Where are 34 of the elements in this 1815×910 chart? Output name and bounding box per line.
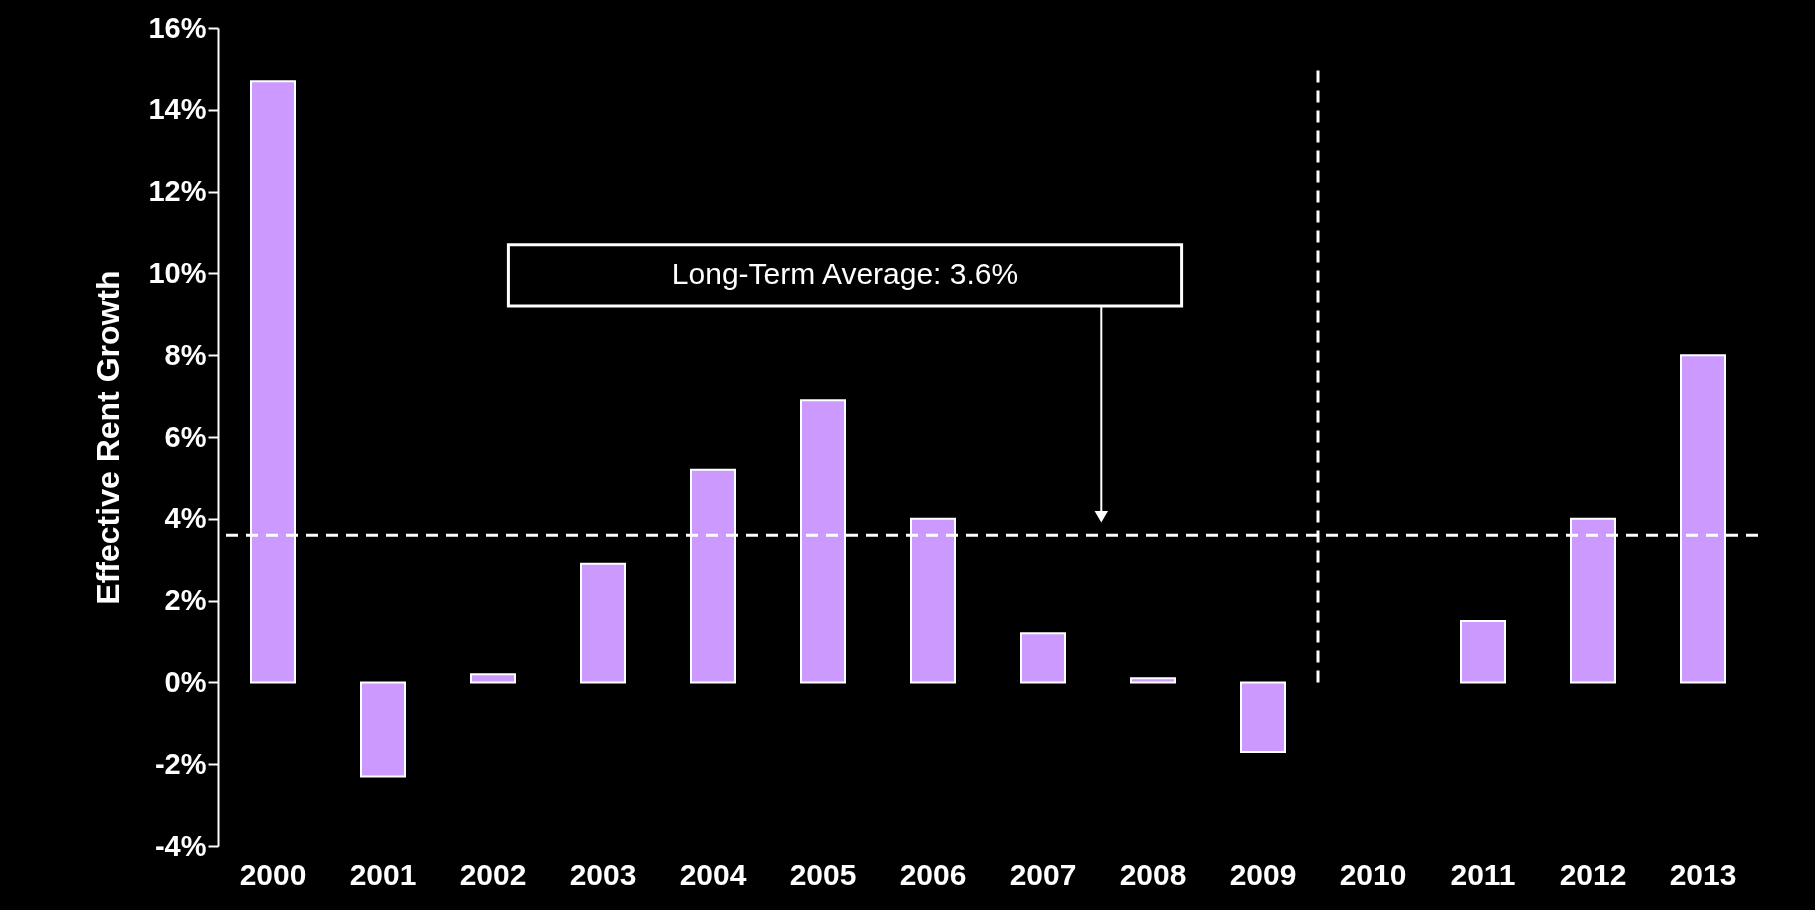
y-tick-label: -4% [154, 829, 207, 862]
y-tick-label: 0% [164, 665, 207, 698]
x-tick-label: 2011 [1450, 857, 1516, 891]
x-tick-label: 2008 [1119, 857, 1187, 891]
bar [1460, 620, 1506, 684]
bar [580, 562, 626, 684]
y-tick-label: -2% [154, 747, 207, 780]
bar [1240, 681, 1286, 753]
bar [360, 681, 406, 778]
x-tick-label: 2013 [1669, 857, 1737, 891]
bar [1130, 677, 1176, 684]
x-tick-label: 2012 [1559, 857, 1627, 891]
x-tick-label: 2010 [1339, 857, 1407, 891]
y-tick-label: 10% [148, 256, 207, 289]
x-tick-label: 2004 [679, 857, 747, 891]
x-tick-label: 2007 [1009, 857, 1077, 891]
x-tick-label: 2002 [459, 857, 527, 891]
bar [470, 673, 516, 684]
y-tick-label: 2% [164, 584, 207, 617]
y-tick-label: 16% [148, 11, 207, 44]
x-tick-label: 2001 [349, 857, 417, 891]
y-tick-label: 4% [164, 502, 207, 535]
x-tick-label: 2000 [239, 857, 307, 891]
ref-line-label: Long-Term Average: 3.6% [671, 257, 1019, 291]
y-axis-title: Effective Rent Growth [90, 270, 127, 605]
x-tick-label: 2003 [569, 857, 637, 891]
x-tick-label: 2006 [899, 857, 967, 891]
y-tick-label: 6% [164, 420, 207, 453]
y-tick-label: 14% [148, 93, 207, 126]
bar [1020, 632, 1066, 684]
x-tick-label: 2005 [789, 857, 857, 891]
x-tick-label: 2009 [1229, 857, 1297, 891]
y-tick-label: 8% [164, 338, 207, 371]
y-tick-label: 12% [148, 175, 207, 208]
